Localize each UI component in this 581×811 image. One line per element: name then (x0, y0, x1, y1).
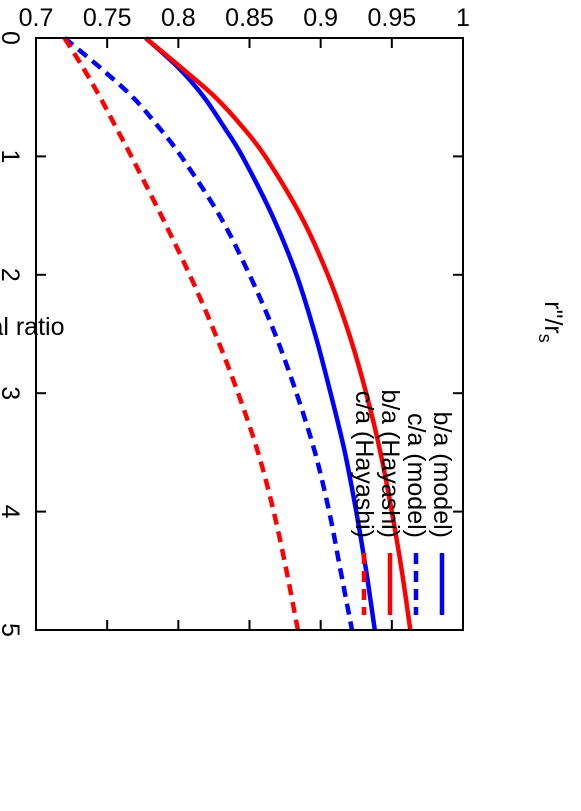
series-line-3 (62, 36, 301, 631)
x-axis-label: r"/rs (535, 301, 567, 342)
legend-label-3: c/a (Hayashi) (350, 391, 378, 538)
ticks-layer: 0 1 2 3 4 5 0.7 0.75 0.8 0.85 0.9 0.95 1 (0, 4, 470, 637)
y-tick-label-group: 0.7 (19, 4, 54, 32)
x-tick-label: 2 (0, 268, 24, 282)
x-tick-label: 0 (0, 31, 24, 45)
y-tick-label-group: 0.85 (225, 4, 274, 32)
y-tick-label: 0.95 (367, 4, 416, 32)
y-tick-label-group: 1 (456, 4, 470, 32)
series-line-1 (63, 36, 355, 631)
y-tick-label-group: 0.75 (83, 4, 132, 32)
y-tick-label: 0.85 (225, 4, 274, 32)
series-line-0 (144, 36, 378, 631)
x-tick-label: 3 (0, 386, 24, 400)
x-tick-label: 1 (0, 149, 24, 163)
x-tick-label: 4 (0, 505, 24, 519)
legend-label-0: b/a (model) (428, 412, 456, 538)
x-tick-label: 5 (0, 623, 24, 637)
plot-rotated-group: 0 1 2 3 4 5 0.7 0.75 0.8 0.85 0.9 0.95 1 b/a (model)… (0, 4, 567, 637)
legend-label-2: b/a (Hayashi) (376, 389, 404, 538)
series-layer (62, 36, 413, 631)
y-tick-label-group: 0.8 (161, 4, 196, 32)
y-tick-label-group: 0.9 (303, 4, 338, 32)
y-tick-label: 0.7 (19, 4, 54, 32)
y-tick-label: 0.9 (303, 4, 338, 32)
x-axis-label-main: r"/r (539, 301, 567, 333)
y-tick-label: 0.75 (83, 4, 132, 32)
y-tick-label: 0.8 (161, 4, 196, 32)
y-axis-label: axial ratio (0, 313, 65, 341)
y-tick-label: 1 (456, 4, 470, 32)
legend-label-1: c/a (model) (402, 413, 430, 538)
y-tick-label-group: 0.95 (367, 4, 416, 32)
legend: b/a (model)c/a (model)b/a (Hayashi)c/a (… (350, 389, 456, 615)
series-line-2 (144, 36, 413, 631)
x-axis-label-subscript: s (535, 334, 555, 343)
